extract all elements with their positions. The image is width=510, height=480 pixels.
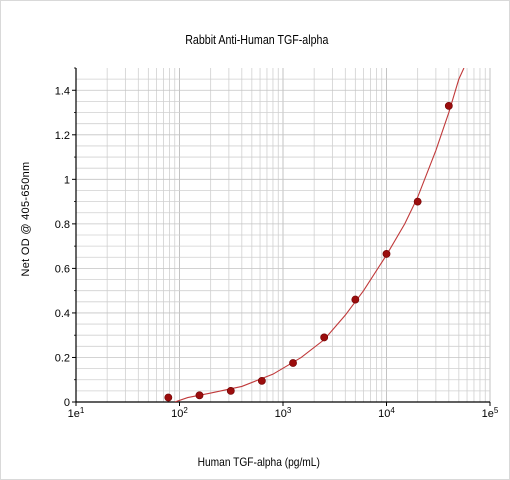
data-point <box>413 197 422 206</box>
y-tick-label: 1.4 <box>55 85 70 97</box>
y-tick-label: 1 <box>64 174 70 186</box>
y-tick-label: 0.6 <box>55 263 70 275</box>
x-tick-label-base: 10 <box>171 408 183 420</box>
y-tick-label: 1.2 <box>55 130 70 142</box>
x-tick-label-exponent: 5 <box>494 406 499 415</box>
chart-title: Rabbit Anti-Human TGF-alpha <box>185 32 329 47</box>
x-tick-label-base: 1e <box>482 408 494 420</box>
x-tick-label: 1e5 <box>482 406 499 420</box>
x-tick-label-base: 10 <box>275 408 287 420</box>
y-tick-label: 0.4 <box>55 308 70 320</box>
x-tick-label-exponent: 1 <box>80 406 85 415</box>
data-point <box>382 250 391 258</box>
data-point <box>320 333 329 342</box>
y-tick-label: 0.2 <box>55 352 70 364</box>
y-tick-label: 0 <box>64 397 70 409</box>
x-tick-label-base: 1e <box>68 408 80 420</box>
data-point <box>226 386 235 395</box>
data-point <box>444 101 453 110</box>
data-point <box>195 391 204 400</box>
x-tick-label: 103 <box>275 406 292 420</box>
data-point <box>257 376 266 385</box>
data-point <box>351 295 360 304</box>
x-tick-label-exponent: 2 <box>183 406 188 415</box>
x-axis-label: Human TGF-alpha (pg/mL) <box>197 455 320 469</box>
x-tick-label-base: 10 <box>378 408 390 420</box>
y-tick-label: 0.8 <box>55 219 70 231</box>
data-point <box>289 359 297 367</box>
data-point <box>164 393 173 402</box>
x-tick-label-exponent: 4 <box>390 406 395 415</box>
x-tick-label-exponent: 3 <box>287 406 292 415</box>
x-tick-label: 102 <box>171 406 188 420</box>
x-tick-label: 104 <box>378 406 395 420</box>
x-tick-label: 1e1 <box>68 406 85 420</box>
